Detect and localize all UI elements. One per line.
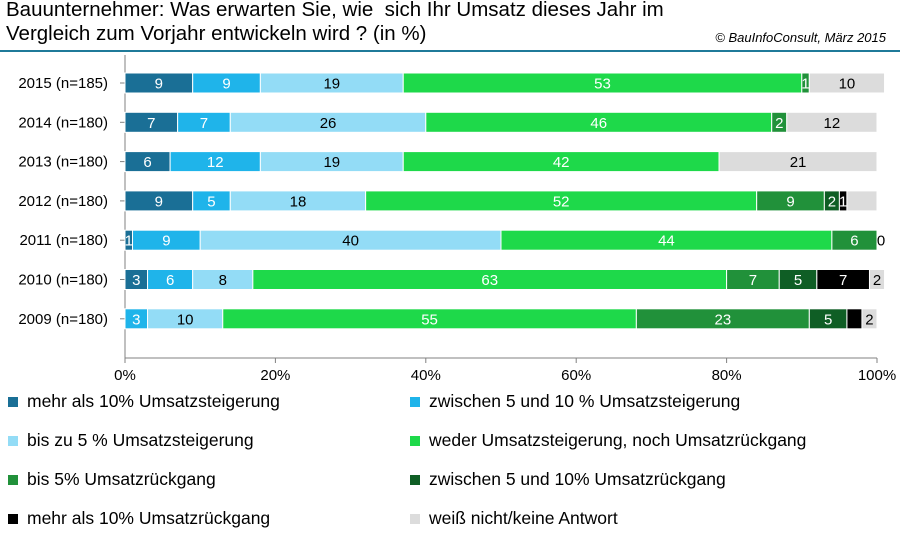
data-label: 1 [125,233,133,250]
data-label: 3 [132,272,140,289]
x-tick-label: 0% [114,367,136,380]
legend-label: bis 5% Umsatzrückgang [27,469,216,489]
data-label: 2 [775,115,783,132]
legend-item: bis zu 5 % Umsatzsteigerung [8,430,254,451]
legend-item: weder Umsatzsteigerung, noch Umsatzrückg… [410,430,806,451]
legend-label: weder Umsatzsteigerung, noch Umsatzrückg… [429,430,807,450]
category-label: 2015 (n=185) [18,75,108,92]
data-label: 19 [323,76,340,93]
data-label: 7 [200,115,208,132]
data-label: 1 [839,193,847,210]
data-label: 40 [342,233,359,250]
legend-item: zwischen 5 und 10% Umsatzrückgang [410,469,726,490]
category-label: 2013 (n=180) [18,154,108,171]
legend-label: zwischen 5 und 10% Umsatzrückgang [429,469,726,489]
category-label: 2011 (n=180) [19,232,108,249]
legend-item: zwischen 5 und 10 % Umsatzsteigerung [410,391,740,412]
data-label: 5 [207,193,215,210]
data-label: 5 [794,272,802,289]
legend-item: mehr als 10% Umsatzrückgang [8,508,270,529]
data-label: 2 [873,272,881,289]
legend-label: bis zu 5 % Umsatzsteigerung [27,430,254,450]
legend-label: weiß nicht/keine Antwort [429,508,618,528]
bar-segment [868,269,886,290]
legend-label: zwischen 5 und 10 % Umsatzsteigerung [429,391,741,411]
chart-title: Bauunternehmer: Was erwarten Sie, wie si… [6,0,664,45]
data-label: 12 [824,115,841,132]
legend-item: mehr als 10% Umsatzsteigerung [8,391,280,412]
bar-segment [786,111,878,133]
data-label: 18 [290,193,307,210]
data-label: 1 [801,76,809,93]
legend-swatch [8,513,18,524]
legend-swatch [8,396,18,407]
data-label: 10 [839,76,856,93]
data-label: 7 [749,272,757,289]
data-label: 10 [177,311,194,328]
category-label: 2010 (n=180) [18,272,108,289]
x-tick-label: 60% [561,367,591,380]
data-label: 9 [786,193,794,210]
data-label: 7 [839,272,847,289]
x-tick-label: 100% [858,367,896,380]
data-label: 46 [590,115,607,132]
data-label: 6 [850,233,858,250]
bar-segment [846,308,863,330]
legend-swatch [410,513,420,524]
category-label: 2009 (n=180) [18,311,108,328]
chart-legend: mehr als 10% Umsatzsteigerung zwischen 5 … [0,382,900,532]
x-tick-label: 20% [260,367,290,380]
data-label: 53 [594,76,611,93]
stacked-bar-chart: 0% 20% 40% 60% 80% 100%2015 (n=185) 9 9 19 53 1 102… [18,55,896,380]
data-label: 0 [877,233,885,250]
data-label: 23 [714,311,731,328]
legend-swatch [410,435,420,446]
data-label: 63 [481,272,498,289]
bar-segment [718,151,878,173]
data-label: 5 [824,311,832,328]
data-label: 3 [132,311,140,328]
data-label: 2 [828,193,836,210]
data-label: 42 [553,154,570,171]
bar-segment [846,190,878,212]
title-underline [0,50,900,52]
legend-swatch [410,396,420,407]
data-label: 19 [323,154,340,171]
data-label: 12 [207,154,224,171]
data-label: 9 [155,193,163,210]
data-label: 9 [222,76,230,93]
data-label: 55 [421,311,438,328]
data-label: 52 [553,193,570,210]
legend-item: bis 5% Umsatzrückgang [8,469,216,490]
bar-segment [808,72,886,94]
data-label: 26 [320,115,337,132]
data-label: 21 [790,154,807,171]
data-label: 9 [155,76,163,93]
data-label: 44 [658,233,675,250]
legend-label: mehr als 10% Umsatzsteigerung [27,391,280,411]
bar-segment [831,229,878,251]
copyright-credit: © BauInfoConsult, März 2015 [715,30,886,45]
bar-segment [861,308,878,330]
legend-item: weiß nicht/keine Antwort [410,508,618,529]
data-label: 9 [162,233,170,250]
data-label: 6 [143,154,151,171]
legend-swatch [8,474,18,485]
data-label: 2 [865,311,873,328]
data-label: 8 [219,272,227,289]
category-label: 2014 (n=180) [18,114,108,131]
category-label: 2012 (n=180) [18,193,108,210]
data-label: 7 [147,115,155,132]
legend-label: mehr als 10% Umsatzrückgang [27,508,271,528]
x-tick-label: 40% [411,367,441,380]
legend-swatch [410,474,420,485]
x-tick-label: 80% [712,367,742,380]
data-label: 6 [166,272,174,289]
legend-swatch [8,435,18,446]
